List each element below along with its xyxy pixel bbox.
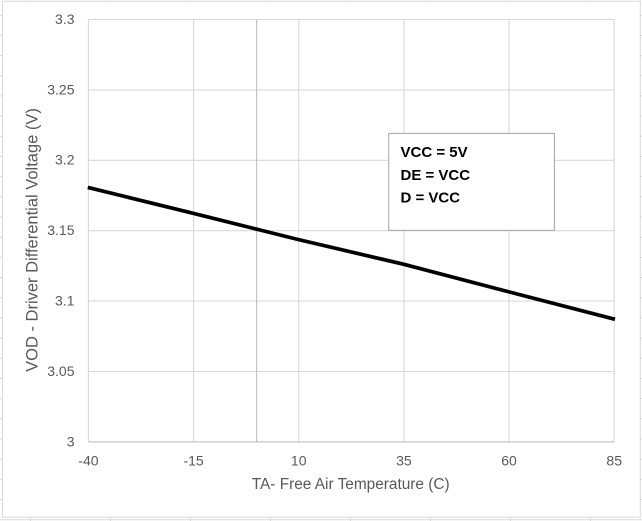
svg-text:D = VCC: D = VCC <box>401 189 461 206</box>
svg-text:35: 35 <box>396 453 412 469</box>
svg-text:3.1: 3.1 <box>55 293 75 309</box>
svg-text:TA- Free Air Temperature (C): TA- Free Air Temperature (C) <box>252 476 450 493</box>
svg-text:3.25: 3.25 <box>47 81 74 97</box>
svg-text:-40: -40 <box>78 453 98 469</box>
svg-text:3: 3 <box>67 433 75 449</box>
svg-text:10: 10 <box>291 453 307 469</box>
svg-text:VOD - Driver Differential Volt: VOD - Driver Differential Voltage (V) <box>24 108 42 372</box>
svg-text:VCC = 5V: VCC = 5V <box>401 144 468 161</box>
svg-text:3.15: 3.15 <box>47 222 74 238</box>
svg-text:3.05: 3.05 <box>47 363 74 379</box>
svg-text:DE = VCC: DE = VCC <box>401 167 471 184</box>
svg-text:60: 60 <box>501 453 517 469</box>
svg-text:3.3: 3.3 <box>55 11 75 27</box>
svg-text:3.2: 3.2 <box>55 152 75 168</box>
svg-text:85: 85 <box>606 453 622 469</box>
svg-text:-15: -15 <box>183 453 203 469</box>
